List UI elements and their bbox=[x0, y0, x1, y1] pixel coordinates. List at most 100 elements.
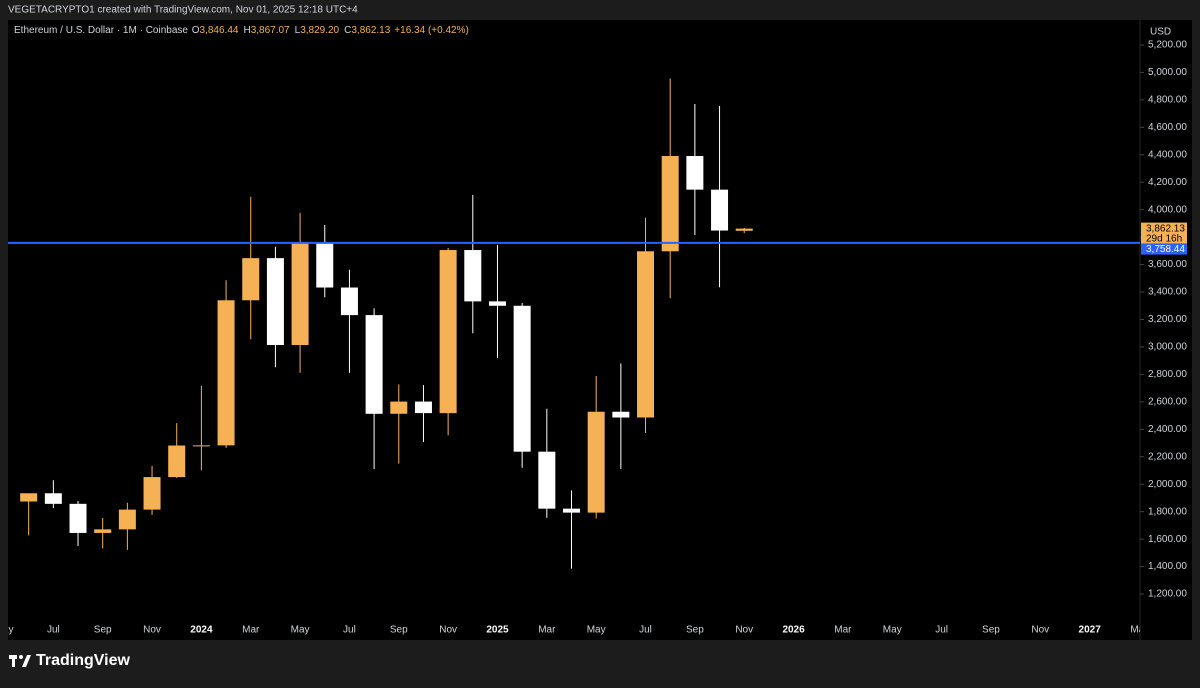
x-tick-label: May bbox=[587, 625, 606, 636]
x-tick-label: Sep bbox=[982, 625, 1000, 636]
x-tick-label: Nov bbox=[143, 625, 161, 636]
x-tick-label: May bbox=[291, 625, 310, 636]
candle-body bbox=[365, 315, 383, 414]
x-tick-label: 2026 bbox=[782, 625, 805, 636]
y-tick-label: 1,600.00 bbox=[1148, 534, 1187, 545]
candle-body bbox=[192, 445, 210, 447]
y-tick-label: 3,200.00 bbox=[1148, 314, 1187, 325]
candle-body bbox=[563, 508, 580, 513]
candle-body bbox=[612, 411, 630, 418]
x-tick-label: Mar bbox=[834, 625, 852, 636]
ohlc-legend: Ethereum / U.S. Dollar · 1M · Coinbase O… bbox=[14, 25, 473, 36]
x-tick-label: Jul bbox=[639, 625, 652, 636]
legend-key: O bbox=[191, 25, 200, 36]
y-tick-label: 1,400.00 bbox=[1148, 561, 1187, 572]
x-tick-label: Sep bbox=[686, 625, 704, 636]
y-tick-label: 5,200.00 bbox=[1148, 40, 1187, 51]
y-tick-label: 3,600.00 bbox=[1148, 259, 1187, 270]
candle-body bbox=[464, 250, 482, 302]
candle-body bbox=[217, 300, 235, 446]
candle-body bbox=[735, 228, 753, 231]
x-tick-label: Sep bbox=[94, 625, 112, 636]
candle-body bbox=[20, 493, 38, 502]
x-tick-label: Mar bbox=[1130, 625, 1148, 636]
candle-body bbox=[143, 477, 161, 510]
x-tick-label: Jul bbox=[343, 625, 356, 636]
y-tick-label: 3,000.00 bbox=[1148, 342, 1187, 353]
symbol: Ethereum / U.S. Dollar · 1M · Coinbase bbox=[14, 25, 188, 36]
price-axis: 1,200.00 1,400.00 1,600.00 1,800.00 2,000.00… bbox=[1140, 40, 1187, 600]
x-tick-label: Mar bbox=[242, 625, 260, 636]
candle-body bbox=[711, 189, 729, 231]
candle-body bbox=[587, 411, 605, 513]
x-tick-label: 2024 bbox=[190, 625, 213, 636]
candle-body bbox=[291, 242, 309, 346]
credit: VEGETACRYPTO1 created with TradingView.c… bbox=[8, 5, 358, 16]
last-price-box bbox=[1141, 222, 1187, 244]
hline-price-box bbox=[1141, 243, 1187, 255]
y-tick-label: 4,200.00 bbox=[1148, 177, 1187, 188]
candle-body bbox=[414, 401, 432, 414]
y-tick-label: 2,600.00 bbox=[1148, 396, 1187, 407]
legend-key: L bbox=[294, 25, 301, 36]
y-tick-label: 2,200.00 bbox=[1148, 451, 1187, 462]
candle-body bbox=[266, 258, 284, 346]
plot: May Jul Sep Nov 2024 Mar May Jul Sep Nov 2025 Mar Ma… bbox=[0, 78, 1148, 636]
x-tick-label: Mar bbox=[538, 625, 556, 636]
candle-body bbox=[390, 401, 408, 414]
x-tick-label: Sep bbox=[390, 625, 408, 636]
logo bbox=[9, 655, 31, 667]
y-tick-label: 4,800.00 bbox=[1148, 95, 1187, 106]
candle-body bbox=[316, 242, 334, 288]
legend-value: 3,867.07 bbox=[250, 25, 290, 36]
x-tick-label: 2025 bbox=[486, 625, 509, 636]
y-tick-label: 4,000.00 bbox=[1148, 204, 1187, 215]
y-tick-label: 4,600.00 bbox=[1148, 122, 1187, 133]
candle-body bbox=[168, 445, 186, 478]
legend-value: 3,862.13 bbox=[351, 25, 391, 36]
candle-body bbox=[513, 305, 531, 452]
currency: USD bbox=[1150, 27, 1171, 38]
last-price-label: 3,862.13 bbox=[1146, 223, 1185, 234]
x-tick-label: 2027 bbox=[1079, 625, 1102, 636]
x-tick-label: Nov bbox=[439, 625, 457, 636]
y-tick-label: 1,800.00 bbox=[1148, 506, 1187, 517]
x-tick-label: Nov bbox=[735, 625, 753, 636]
y-tick-label: 2,000.00 bbox=[1148, 479, 1187, 490]
candle-body bbox=[488, 301, 506, 306]
candle-body bbox=[661, 156, 679, 252]
legend-key: C bbox=[344, 25, 352, 36]
candle-body bbox=[118, 509, 136, 530]
y-tick-label: 3,400.00 bbox=[1148, 287, 1187, 298]
candle-body bbox=[439, 250, 457, 414]
hline-price-label: 3,758.44 bbox=[1146, 244, 1185, 255]
candle-body bbox=[94, 529, 112, 533]
ohlc-values: O3,846.44 H3,867.07 L3,829.20 C3,862.13 bbox=[191, 25, 395, 36]
y-tick-label: 2,800.00 bbox=[1148, 369, 1187, 380]
candle-body bbox=[44, 493, 62, 504]
x-tick-label: Jul bbox=[935, 625, 948, 636]
x-tick-label: May bbox=[0, 625, 13, 636]
y-tick-label: 4,400.00 bbox=[1148, 149, 1187, 160]
x-tick-label: Jul bbox=[47, 625, 60, 636]
chart-background bbox=[8, 20, 1192, 640]
countdown-label: 29d 16h bbox=[1146, 233, 1182, 244]
candle-body bbox=[686, 156, 704, 190]
candle-body bbox=[538, 451, 556, 509]
brand: TradingView bbox=[36, 652, 131, 669]
x-tick-label: Nov bbox=[1031, 625, 1049, 636]
y-tick-label: 2,400.00 bbox=[1148, 424, 1187, 435]
change: +16.34 (+0.42%) bbox=[394, 25, 469, 36]
candle-body bbox=[340, 287, 358, 316]
legend-key: H bbox=[243, 25, 251, 36]
y-tick-label: 1,200.00 bbox=[1148, 589, 1187, 600]
legend-value: 3,829.20 bbox=[300, 25, 340, 36]
legend-value: 3,846.44 bbox=[199, 25, 239, 36]
candle-body bbox=[637, 251, 655, 418]
y-tick-label: 5,000.00 bbox=[1148, 67, 1187, 78]
candle-body bbox=[242, 258, 260, 301]
x-tick-label: May bbox=[883, 625, 902, 636]
candle-body bbox=[69, 503, 87, 533]
